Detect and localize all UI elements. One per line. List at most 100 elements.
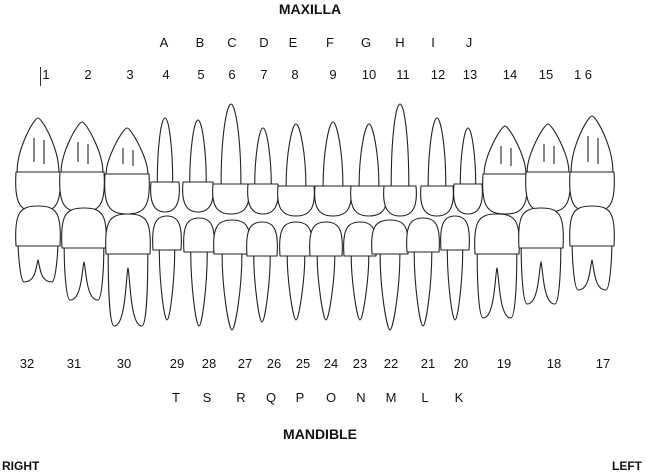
mandible-letter-4: P [295,390,305,405]
maxilla-number-12: 13 [462,67,478,82]
upper-tooth-crown-8 [277,185,315,217]
upper-tooth-root-2 [60,121,104,173]
upper-tooth-crown-10 [350,185,388,217]
mandible-letter-7: M [385,390,397,405]
mandible-number-4: 28 [201,356,217,371]
lower-tooth-crown-31 [61,207,107,249]
mandible-number-5: 27 [237,356,253,371]
upper-tooth-root-9 [322,121,344,187]
lower-tooth-root-23 [350,255,370,321]
upper-root-canal-15 [543,144,555,164]
maxilla-number-10: 11 [396,67,410,82]
mandible-number-8: 24 [323,356,339,371]
lower-tooth-crown-19 [474,213,520,255]
mandible-number-10: 22 [383,356,399,371]
upper-tooth-root-8 [285,123,307,187]
maxilla-number-2: 3 [126,67,134,82]
mandible-letter-3: Q [265,390,277,405]
upper-tooth-root-4 [156,117,174,183]
lower-tooth-crown-27 [213,219,251,255]
upper-tooth-crown-7 [247,183,279,215]
lower-tooth-crown-24 [309,221,343,257]
lower-tooth-crown-21 [406,217,440,253]
lower-tooth-crown-28 [183,217,215,253]
mandible-letter-2: R [236,390,246,405]
lower-tooth-root-18 [520,247,562,305]
maxilla-number-11: 12 [430,67,446,82]
maxilla-letter-7: H [395,35,405,50]
upper-tooth-crown-15 [525,171,571,213]
mandible-number-0: 32 [19,356,35,371]
maxilla-number-0: 1 [42,67,50,82]
mandible-letter-6: N [356,390,366,405]
mandible-number-9: 23 [352,356,368,371]
maxilla-number-9: 10 [361,67,377,82]
maxilla-number-6: 7 [260,67,268,82]
upper-root-canal-1 [33,138,45,164]
lower-tooth-root-21 [413,251,433,327]
maxilla-letter-8: I [431,35,435,50]
mandible-number-11: 21 [420,356,436,371]
upper-tooth-root-12 [427,117,447,187]
upper-tooth-crown-14 [482,173,528,215]
maxilla-letter-2: C [227,35,237,50]
mandible-letter-0: T [172,390,180,405]
mandible-number-6: 26 [266,356,282,371]
upper-root-canal-16 [587,136,599,164]
mandible-number-7: 25 [295,356,311,371]
lower-tooth-crown-25 [279,221,313,257]
lower-tooth-root-24 [316,255,336,321]
maxilla-number-13: 14 [502,67,518,82]
upper-tooth-root-10 [358,123,380,187]
upper-tooth-crown-6 [212,183,250,215]
lower-tooth-root-26 [253,255,271,323]
lower-tooth-root-22 [379,253,401,331]
upper-tooth-crown-2 [59,171,105,213]
maxilla-letter-1: B [195,35,205,50]
maxilla-number-3: 4 [162,67,170,82]
upper-tooth-crown-12 [420,185,454,217]
mandible-number-12: 20 [453,356,469,371]
maxilla-letter-5: F [326,35,334,50]
mandible-title: MANDIBLE [283,426,357,442]
lower-tooth-crown-20 [440,215,470,251]
maxilla-number-8: 9 [329,67,337,82]
upper-tooth-crown-3 [104,173,150,215]
upper-root-canal-2 [77,142,89,164]
upper-root-canal-3 [122,148,134,166]
lower-tooth-crown-26 [246,221,278,257]
maxilla-number-7: 8 [291,67,299,82]
upper-tooth-root-3 [105,127,149,175]
lower-tooth-crown-30 [105,213,151,255]
maxilla-number-5: 6 [228,67,236,82]
maxilla-letter-0: A [159,35,169,50]
maxilla-letter-6: G [360,35,372,50]
text-cursor [40,67,41,86]
lower-tooth-root-32 [17,245,59,283]
upper-tooth-root-14 [483,125,527,175]
mandible-letter-5: O [325,390,337,405]
maxilla-number-4: 5 [197,67,205,82]
lower-tooth-root-27 [221,253,243,331]
upper-tooth-root-11 [390,103,410,187]
upper-tooth-crown-4 [150,181,180,213]
lower-tooth-crown-29 [152,215,182,251]
maxilla-letter-3: D [259,35,269,50]
lower-tooth-root-28 [190,251,208,327]
upper-tooth-root-15 [526,123,570,173]
upper-tooth-root-6 [220,103,242,185]
mandible-number-14: 18 [546,356,562,371]
upper-tooth-crown-5 [182,181,214,213]
lower-tooth-crown-32 [15,205,61,247]
upper-tooth-root-5 [189,119,207,183]
upper-tooth-crown-13 [453,183,483,215]
upper-tooth-crown-11 [383,185,417,217]
upper-tooth-root-13 [459,127,477,185]
lower-tooth-crown-22 [371,219,409,255]
upper-tooth-root-1 [16,117,60,173]
lower-tooth-root-31 [63,247,105,301]
mandible-number-2: 30 [116,356,132,371]
maxilla-number-1: 2 [84,67,92,82]
lower-tooth-crown-17 [569,205,615,247]
